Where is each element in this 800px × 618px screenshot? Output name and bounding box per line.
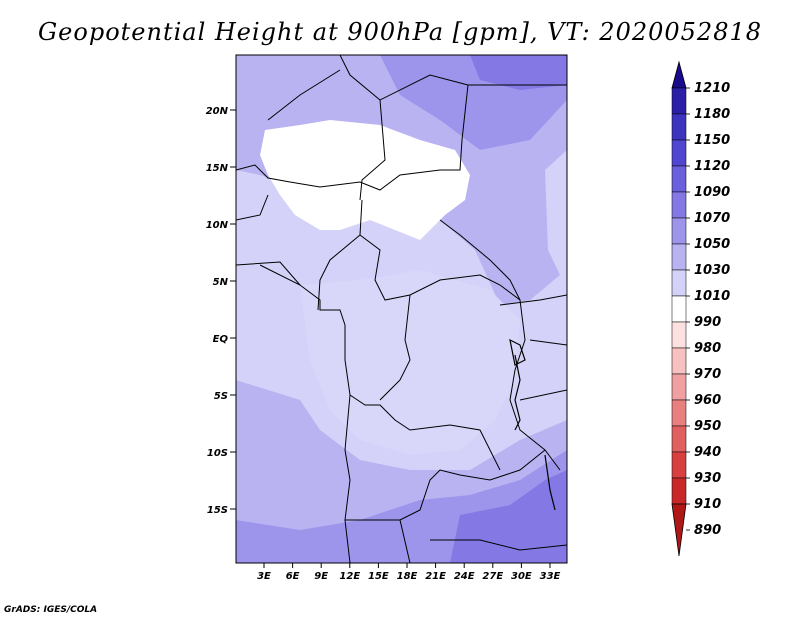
colorbar-label: 1150 (694, 133, 730, 148)
y-tick-label: 10N (206, 220, 229, 231)
y-tick-label: 10S (207, 448, 228, 459)
colorbar: 1210 1180 1150 1120 1090 1070 1050 1030 1010 990 9… (671, 60, 730, 557)
colorbar-label: 930 (694, 471, 721, 486)
field-below-1010 (260, 120, 470, 240)
colorbar-swatch (671, 477, 687, 505)
map-panel: 20N 15N 10N 5N EQ 5S 10S 15S 3E 6E 9E 12E 15E 18E 21E… (206, 54, 568, 582)
colorbar-label: 960 (694, 393, 721, 408)
colorbar-swatch (671, 295, 687, 323)
x-tick-label: 15E (368, 571, 389, 582)
colorbar-bottom-arrow (671, 503, 687, 557)
x-axis: 3E 6E 9E 12E 15E 18E 21E 24E 27E 30E 33E (257, 563, 561, 582)
x-tick-label: 24E (454, 571, 475, 582)
colorbar-swatch (671, 113, 687, 141)
colorbar-swatch (671, 425, 687, 453)
colorbar-label: 970 (694, 367, 721, 382)
colorbar-swatch (671, 191, 687, 219)
y-tick-label: 15S (207, 505, 228, 516)
colorbar-label: 990 (694, 315, 721, 330)
colorbar-swatch (671, 321, 687, 349)
colorbar-label: 1090 (694, 185, 730, 200)
field-1070-1090-northeast (470, 55, 567, 90)
x-tick-label: 30E (511, 571, 532, 582)
colorbar-label: 1210 (694, 81, 730, 96)
x-tick-label: 3E (257, 571, 271, 582)
grads-credit: GrADS: IGES/COLA (4, 605, 97, 615)
colorbar-swatch (671, 399, 687, 427)
y-tick-label: 5N (213, 277, 229, 288)
map-frame (235, 54, 568, 564)
colorbar-swatch (671, 269, 687, 297)
colorbar-label: 890 (694, 523, 721, 538)
x-tick-label: 33E (540, 571, 561, 582)
colorbar-label: 1120 (694, 159, 730, 174)
y-tick-label: EQ (213, 334, 229, 345)
colorbar-swatch (671, 373, 687, 401)
y-tick-label: 5S (214, 391, 228, 402)
map-title: Geopotential Height at 900hPa [gpm], VT:… (38, 18, 762, 46)
colorbar-label: 1010 (694, 289, 730, 304)
colorbar-label: 1050 (694, 237, 730, 252)
y-tick-label: 15N (206, 163, 229, 174)
colorbar-swatch (671, 347, 687, 375)
colorbar-swatch (671, 139, 687, 167)
colorbar-swatch (671, 451, 687, 479)
x-tick-label: 18E (397, 571, 418, 582)
colorbar-label: 910 (694, 497, 721, 512)
colorbar-label: 950 (694, 419, 721, 434)
x-tick-label: 9E (314, 571, 328, 582)
x-tick-label: 12E (339, 571, 360, 582)
colorbar-label: 980 (694, 341, 721, 356)
y-tick-label: 20N (206, 106, 229, 117)
colorbar-label: 940 (694, 445, 721, 460)
x-tick-label: 6E (286, 571, 300, 582)
colorbar-swatch (671, 165, 687, 193)
colorbar-label: 1070 (694, 211, 730, 226)
colorbar-swatch (671, 87, 687, 115)
y-axis: 20N 15N 10N 5N EQ 5S 10S 15S (206, 106, 236, 516)
colorbar-top-arrow (671, 60, 687, 89)
colorbar-swatch (671, 217, 687, 245)
x-tick-label: 27E (482, 571, 503, 582)
country-borders (236, 55, 567, 563)
field-1010-1030-center (300, 270, 520, 455)
colorbar-label: 1030 (694, 263, 730, 278)
colorbar-swatch (671, 243, 687, 271)
colorbar-label: 1180 (694, 107, 730, 122)
lakes (509, 338, 556, 511)
x-tick-label: 21E (425, 571, 446, 582)
